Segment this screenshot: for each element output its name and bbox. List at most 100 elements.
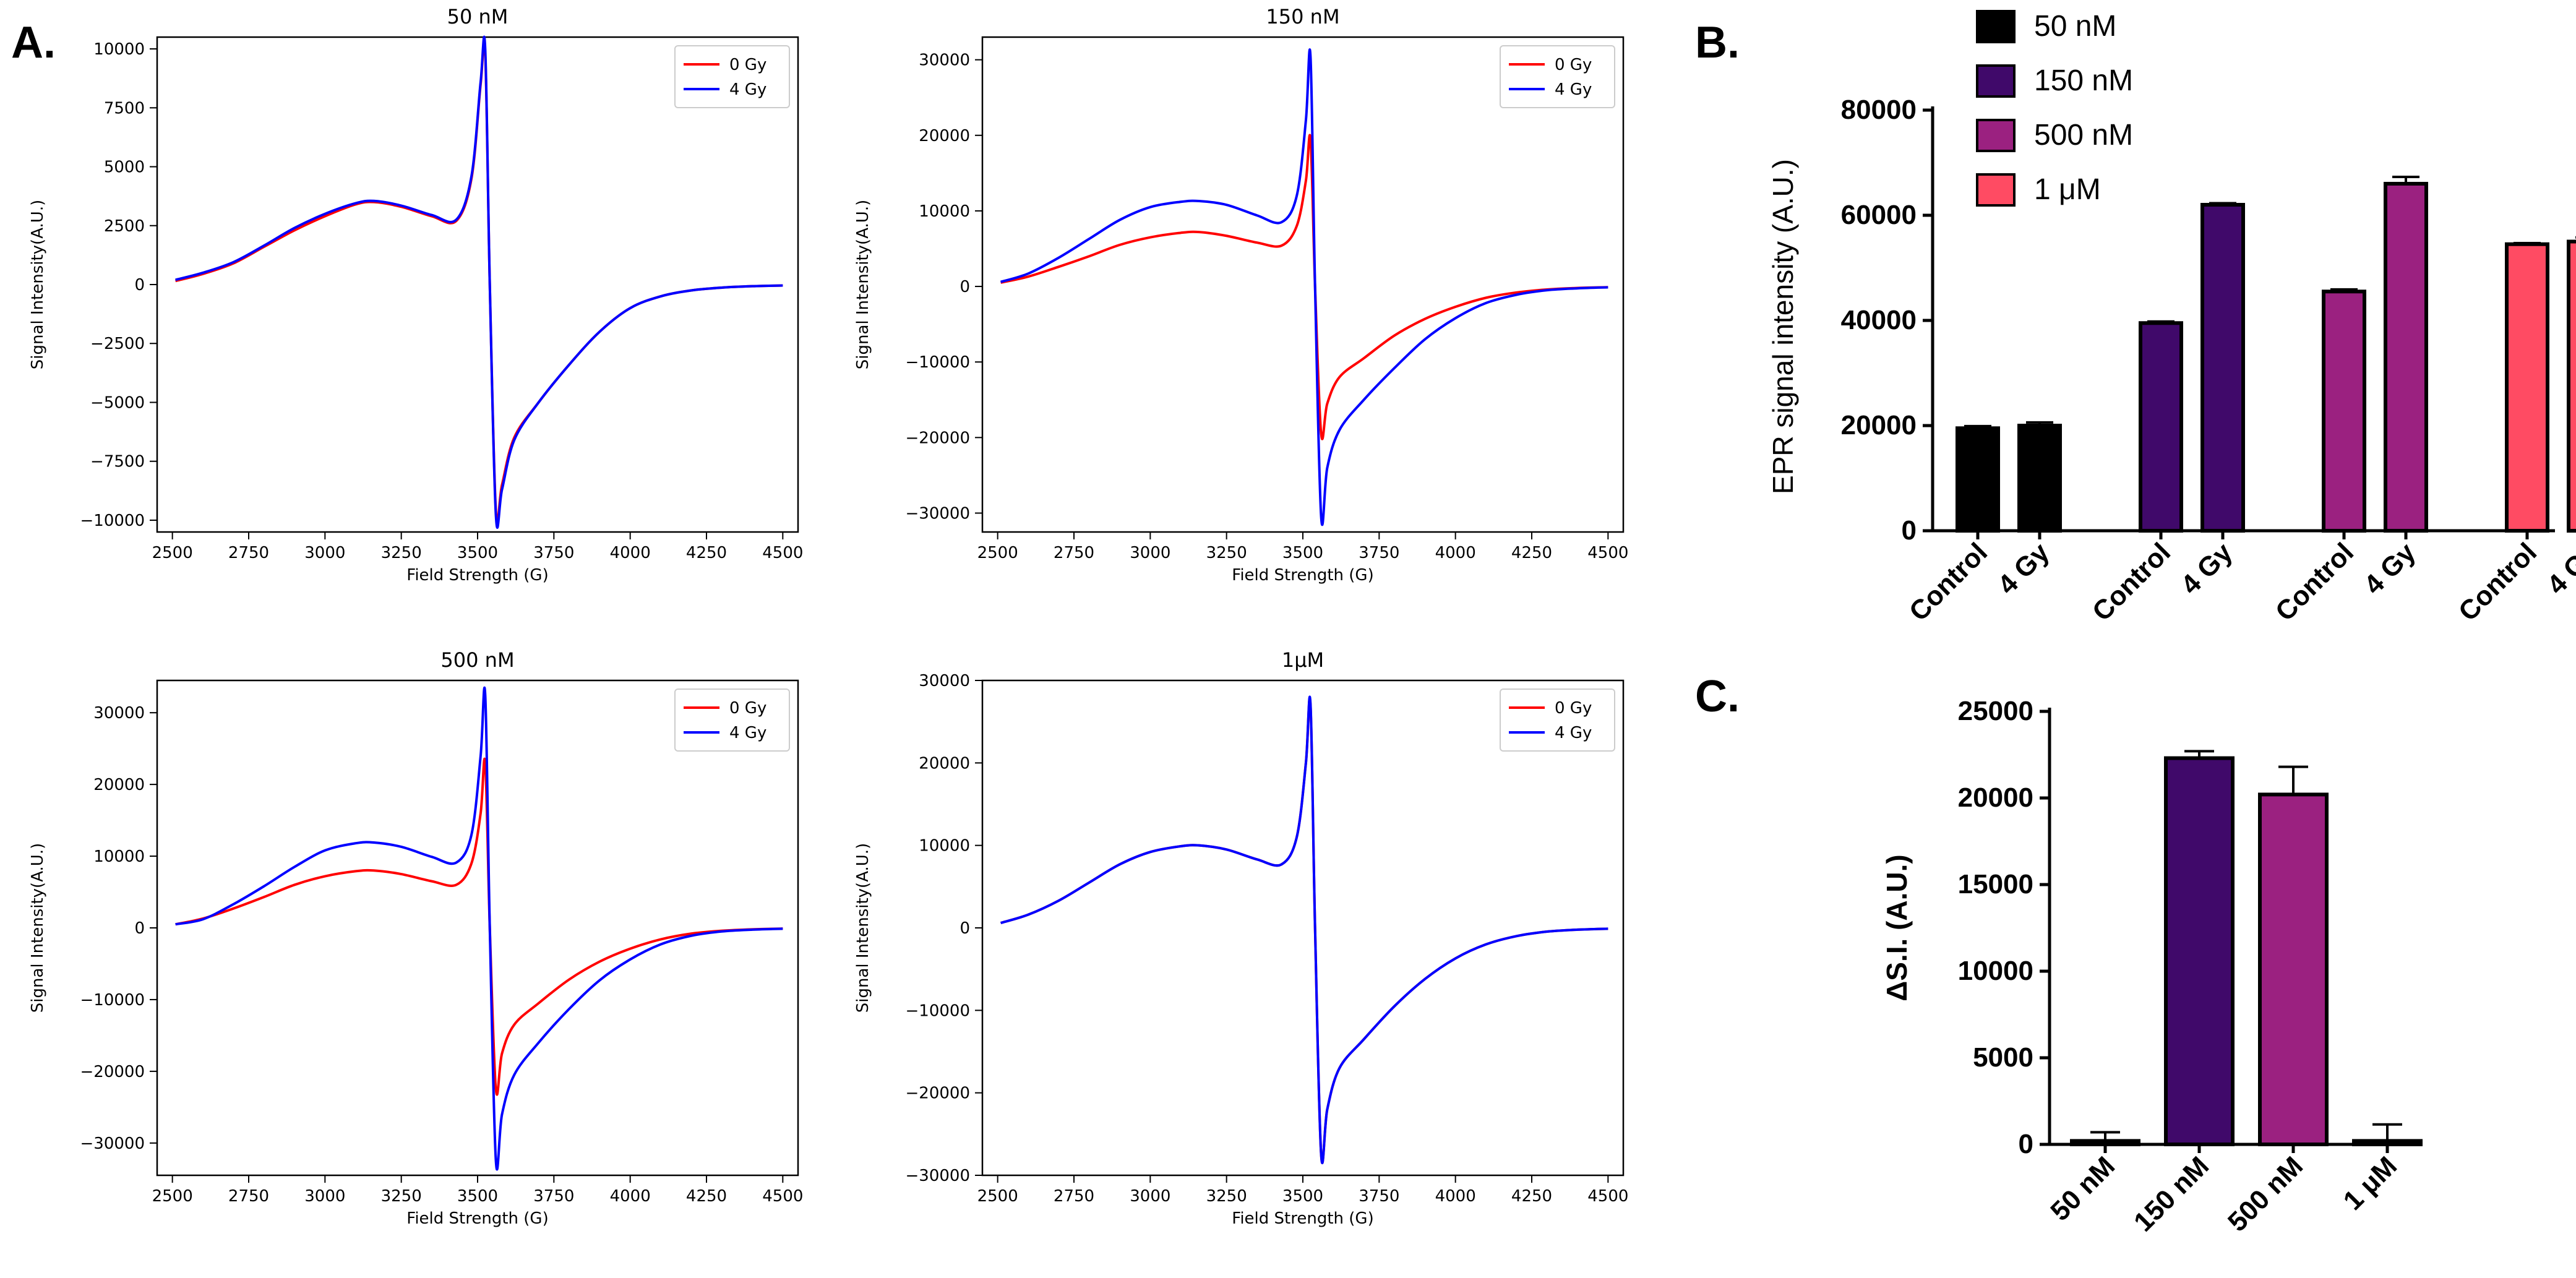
legend-box [1500, 45, 1615, 108]
y-axis-label: ΔS.I. (A.U.) [1881, 854, 1913, 1001]
legend-label: 0 Gy [729, 56, 766, 74]
y-tick-label: 7500 [104, 99, 145, 118]
y-tick-label: 0 [134, 276, 145, 294]
y-tick-label: 20000 [93, 776, 145, 794]
y-tick-label: 0 [960, 278, 970, 296]
bar-1-μm [2505, 242, 2549, 533]
y-tick-label: −20000 [906, 1084, 971, 1103]
y-tick-label: 10000 [919, 837, 970, 856]
legend-label: 0 Gy [1555, 56, 1592, 74]
bar-500-nm [2322, 289, 2366, 533]
y-tick-label: 30000 [919, 51, 970, 70]
legend-swatch [1976, 173, 2016, 207]
bar-chart-delta-si-bars: 0 5000 10000 15000 20000 25000 ΔS.I. (A.U.) 50 … [1881, 696, 2423, 1238]
x-tick-label: 3500 [457, 1187, 498, 1206]
chart-title: 50 nM [447, 5, 509, 28]
line-chart-epr-150nm: 150 nM 2500 2750 3000 3250 3500 3750 4000 4250 45… [854, 5, 1628, 585]
bar-500-nm [2384, 182, 2428, 533]
x-tick-label: 3750 [533, 1187, 574, 1206]
bar-1-μm [2567, 239, 2576, 533]
bar-150-nm [2139, 321, 2183, 533]
y-tick-label: −7500 [90, 453, 145, 471]
legend-label: 4 Gy [729, 80, 766, 99]
y-tick-label: 15000 [1958, 869, 2033, 899]
series-line-4-gy [1000, 695, 1608, 1164]
y-axis-label: Signal Intensity(A.U.) [28, 843, 47, 1013]
y-tick-label: 5000 [104, 158, 145, 177]
x-tick-label: 3000 [1130, 544, 1170, 562]
bar-150-nm [2200, 203, 2245, 533]
x-tick-label: 3000 [304, 1187, 345, 1206]
x-tick-label: 2750 [1054, 1187, 1094, 1206]
x-tick-label: 3500 [1282, 544, 1323, 562]
plot-frame [156, 679, 799, 1177]
y-axis-label: Signal Intensity(A.U.) [854, 843, 872, 1013]
y-tick-label: −10000 [906, 353, 971, 372]
x-tick-label: 1 μM [2338, 1151, 2403, 1216]
x-tick-label: 4000 [1435, 544, 1476, 562]
bar-chart-epr-intensity-bars: 0 20000 40000 60000 80000 EPR signal intensit… [1767, 10, 2576, 627]
y-tick-label: 20000 [919, 754, 970, 773]
y-tick-label: −30000 [906, 504, 971, 523]
bar-50-nm [2070, 1139, 2140, 1147]
legend-label: 150 nM [2034, 64, 2133, 97]
series-line-4-gy [1000, 48, 1608, 526]
line-chart-epr-1um: 1μM 2500 2750 3000 3250 3500 3750 4000 4250 4500 −… [854, 648, 1628, 1228]
y-tick-label: 30000 [919, 672, 970, 690]
series-line-4-gy [175, 35, 783, 529]
x-tick-label: 3750 [533, 544, 574, 562]
legend-label: 4 Gy [1555, 80, 1592, 99]
y-axis-label: Signal Intensity(A.U.) [28, 200, 47, 369]
chart-title: 1μM [1282, 648, 1324, 672]
series-line-0-gy [175, 757, 783, 1096]
line-chart-epr-500nm: 500 nM 2500 2750 3000 3250 3500 3750 4000 4250 45… [28, 648, 803, 1228]
x-tick-label: Control [2270, 537, 2359, 627]
x-tick-label: 2500 [977, 544, 1018, 562]
x-tick-label: 3500 [1282, 1187, 1323, 1206]
line-chart-epr-50nm: 50 nM 2500 2750 3000 3250 3500 3750 4000 4250 450… [28, 5, 803, 585]
x-axis-label: Field Strength (G) [406, 566, 548, 585]
x-tick-label: 4500 [762, 1187, 803, 1206]
chart-title: 500 nM [440, 648, 514, 672]
legend-label: 1 μM [2034, 173, 2101, 206]
y-tick-label: 80000 [1841, 95, 1917, 125]
x-tick-label: 4000 [610, 544, 651, 562]
x-tick-label: 3250 [381, 544, 422, 562]
y-tick-label: −5000 [90, 393, 145, 412]
y-tick-label: 25000 [1958, 696, 2033, 726]
y-tick-label: 30000 [93, 704, 145, 723]
series-line-4-gy [175, 687, 783, 1171]
y-tick-label: −2500 [90, 335, 145, 353]
y-tick-label: 20000 [1958, 783, 2033, 813]
bar-50-nm [2017, 424, 2062, 533]
y-tick-label: −20000 [906, 429, 971, 447]
x-axis-label: Field Strength (G) [1232, 1209, 1373, 1228]
y-tick-label: −30000 [906, 1167, 971, 1185]
x-tick-label: 4250 [686, 544, 727, 562]
x-tick-label: 3000 [304, 544, 345, 562]
x-tick-label: 150 nM [2128, 1151, 2215, 1237]
y-tick-label: 5000 [1973, 1042, 2033, 1073]
x-tick-label: 4000 [610, 1187, 651, 1206]
legend-label: 50 nM [2034, 10, 2116, 43]
x-tick-label: Control [2087, 537, 2176, 627]
y-tick-label: 20000 [1841, 410, 1917, 440]
bar-1-μm [2352, 1139, 2423, 1147]
y-tick-label: −20000 [80, 1063, 145, 1081]
x-tick-label: Control [2453, 537, 2543, 627]
x-tick-label: 2750 [228, 1187, 269, 1206]
legend-swatch [1976, 119, 2016, 152]
bar-150-nm [2164, 756, 2235, 1146]
x-tick-label: 500 nM [2222, 1151, 2309, 1237]
y-tick-label: −10000 [80, 991, 145, 1010]
legend-swatch [1976, 64, 2016, 98]
x-tick-label: 2500 [152, 1187, 193, 1206]
y-tick-label: 0 [2019, 1129, 2033, 1159]
x-tick-label: 4 Gy [1992, 537, 2055, 600]
x-tick-label: 4 Gy [2541, 537, 2576, 600]
x-tick-label: 4250 [1511, 544, 1552, 562]
legend-label: 4 Gy [729, 724, 766, 742]
x-tick-label: 3500 [457, 544, 498, 562]
y-tick-label: 60000 [1841, 200, 1917, 230]
